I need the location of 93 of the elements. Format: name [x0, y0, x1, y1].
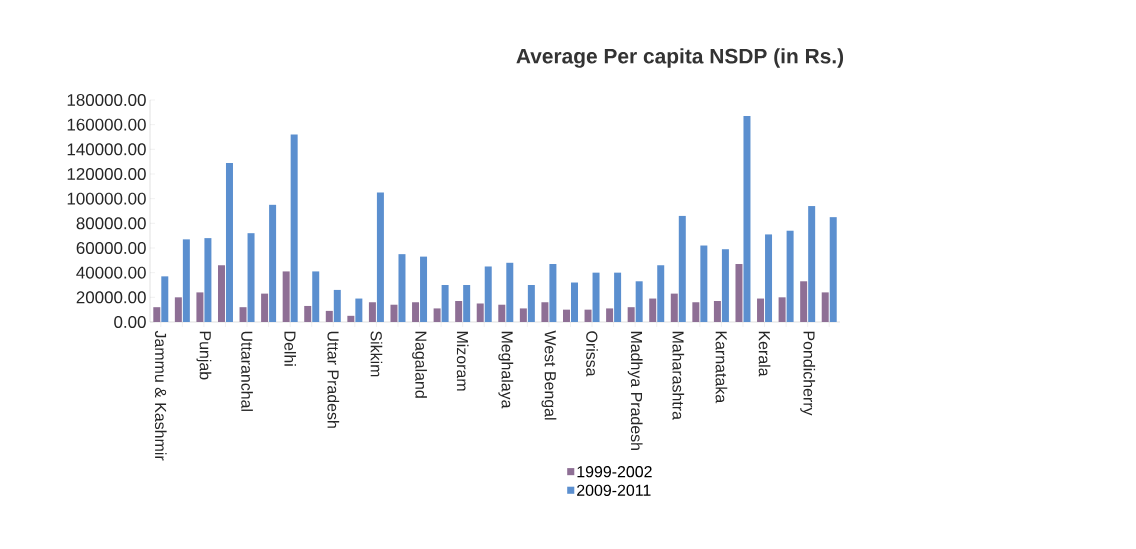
x-tick-label: Meghalaya	[498, 331, 514, 409]
x-tick-label: Uttar Pradesh	[327, 331, 340, 428]
x-tick-label: Uttaranchal	[241, 331, 253, 411]
bar	[570, 282, 578, 322]
bar	[765, 234, 773, 322]
x-tick-label: Nagaland	[412, 331, 427, 398]
bar	[420, 256, 428, 322]
bar	[829, 217, 837, 322]
bar	[239, 307, 247, 322]
bar	[261, 293, 269, 322]
y-tick-label: 160000.00	[67, 118, 146, 131]
bar	[821, 292, 829, 322]
chart-title: Average Per capita NSDP (in Rs.)	[516, 48, 844, 68]
bar	[506, 262, 514, 322]
y-tick-label: 120000.00	[67, 167, 146, 180]
bar	[368, 302, 376, 322]
bar	[347, 315, 355, 322]
y-tick-label: 180000.00	[67, 93, 146, 106]
x-tick-label: Punjab	[196, 331, 212, 380]
bar	[778, 297, 786, 322]
bar	[635, 281, 643, 322]
bar	[174, 297, 182, 322]
bar	[592, 272, 600, 322]
bar	[269, 204, 277, 322]
x-tick-label: Karnataka	[715, 331, 728, 404]
bar	[743, 116, 751, 322]
bar	[757, 298, 765, 322]
bar	[808, 206, 816, 322]
bar	[355, 298, 363, 322]
bar	[290, 134, 298, 322]
bar	[304, 305, 312, 322]
bar	[606, 308, 614, 322]
bar	[670, 293, 678, 322]
bar	[217, 265, 225, 322]
bar	[390, 304, 398, 322]
bar	[161, 276, 169, 322]
bar	[412, 302, 420, 322]
bar	[627, 307, 635, 322]
bar	[463, 284, 471, 322]
bar	[312, 271, 320, 322]
legend-label: 1999-2002	[577, 466, 652, 478]
bar	[519, 308, 527, 322]
bar	[527, 284, 535, 322]
y-tick-label: 100000.00	[67, 192, 146, 205]
bar	[657, 265, 665, 322]
bar	[282, 271, 290, 322]
x-tick-label: West Bengal	[541, 330, 557, 420]
bar	[678, 215, 686, 322]
bar	[204, 238, 212, 322]
bar	[614, 272, 622, 322]
bar	[153, 307, 161, 322]
bar	[225, 162, 233, 322]
bar	[476, 303, 484, 322]
bar	[800, 281, 808, 322]
bar	[721, 249, 729, 322]
x-tick-label: Jammu & Kashmir	[154, 330, 167, 461]
legend-label: 2009-2011	[577, 484, 651, 496]
bar	[649, 298, 657, 322]
y-tick-label: 140000.00	[67, 143, 146, 156]
bar	[433, 308, 441, 322]
x-tick-label: Mizoram	[456, 331, 469, 391]
bar	[441, 284, 449, 322]
y-tick-label: 0.00	[114, 315, 146, 328]
bar	[498, 304, 506, 322]
y-tick-label: 60000.00	[76, 241, 146, 254]
bar	[182, 239, 190, 322]
x-tick-label: Maharashtra	[672, 331, 685, 420]
bar	[376, 192, 384, 322]
y-tick-label: 40000.00	[76, 266, 146, 279]
bar	[196, 292, 204, 322]
bar	[584, 309, 592, 322]
y-tick-label: 80000.00	[76, 217, 146, 230]
bar	[735, 264, 743, 322]
x-tick-label: Madhya Pradesh	[627, 331, 643, 450]
x-tick-label: Orissa	[586, 331, 598, 377]
x-tick-label: Delhi	[284, 331, 297, 366]
x-tick-label: Kerala	[758, 331, 771, 377]
x-tick-label: Pondicherry	[800, 331, 816, 416]
bar	[700, 245, 708, 322]
bar	[325, 310, 333, 322]
bar	[692, 302, 700, 322]
bar	[247, 233, 255, 322]
bar	[484, 266, 492, 322]
bar	[455, 301, 463, 322]
bar	[786, 230, 794, 322]
y-tick-label: 20000.00	[76, 291, 146, 304]
bar	[562, 309, 570, 322]
bar	[549, 264, 557, 322]
bar	[541, 302, 549, 322]
x-tick-label: Sikkim	[370, 331, 383, 377]
bar	[713, 301, 721, 322]
bar	[333, 289, 341, 322]
bar	[398, 254, 406, 322]
